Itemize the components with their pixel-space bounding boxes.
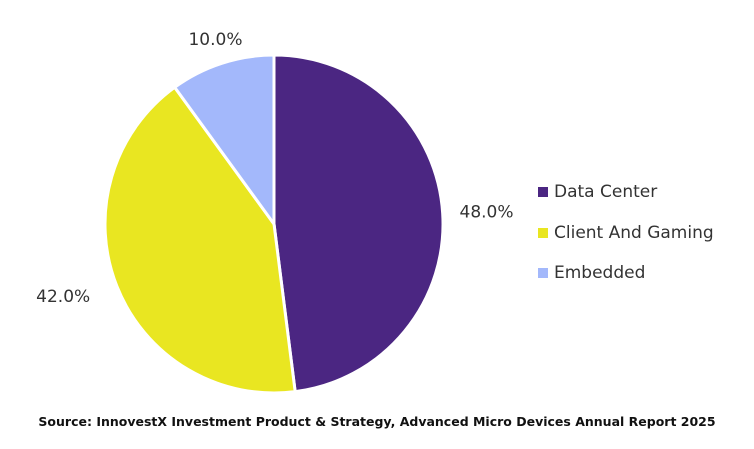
pie-value-label-data-center: 48.0% xyxy=(460,202,514,222)
legend-label: Data Center xyxy=(554,182,658,203)
legend-item-embedded[interactable]: Embedded xyxy=(538,253,714,294)
source-note: Source: InnovestX Investment Product & S… xyxy=(38,414,716,429)
legend-swatch-client-and-gaming xyxy=(538,227,548,238)
legend-item-client-and-gaming[interactable]: Client And Gaming xyxy=(538,213,714,254)
legend: Data Center Client And Gaming Embedded xyxy=(538,172,714,294)
pie-slice-data-center[interactable] xyxy=(272,53,445,394)
legend-swatch-data-center xyxy=(538,187,548,198)
pie-value-label-client-and-gaming: 42.0% xyxy=(36,287,90,307)
legend-label: Client And Gaming xyxy=(554,222,714,243)
legend-swatch-embedded xyxy=(538,268,548,279)
pie-value-label-embedded: 10.0% xyxy=(188,30,242,50)
pie-slice-embedded[interactable] xyxy=(173,53,276,226)
pie-value-labels: 48.0% 42.0% 10.0% xyxy=(36,30,513,307)
legend-label: Embedded xyxy=(554,263,646,284)
pie-slices xyxy=(103,53,445,395)
legend-item-data-center[interactable]: Data Center xyxy=(538,172,714,213)
pie-slice-client-and-gaming[interactable] xyxy=(103,85,297,395)
